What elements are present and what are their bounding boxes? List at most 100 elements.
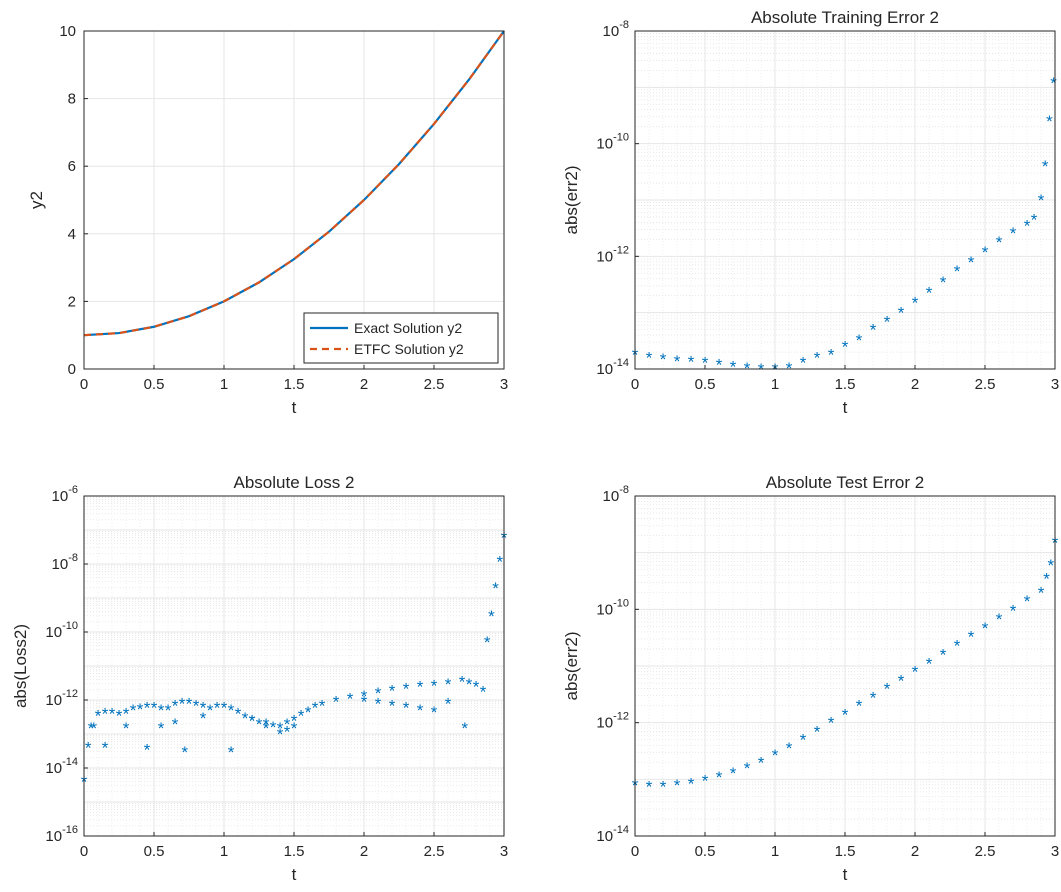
x-tick-label: 2	[360, 376, 368, 393]
data-point: *	[130, 701, 137, 720]
data-point: *	[291, 711, 298, 730]
x-tick-label: 1.5	[835, 376, 856, 393]
data-point: *	[940, 273, 947, 292]
data-point: *	[284, 715, 291, 734]
data-point: *	[347, 690, 354, 709]
data-point: *	[417, 701, 424, 720]
data-point: *	[674, 352, 681, 371]
x-tick-label: 1.5	[284, 843, 305, 860]
data-point: *	[214, 699, 221, 718]
x-tick-label: 2	[360, 843, 368, 860]
data-point: *	[235, 705, 242, 724]
data-point: *	[228, 701, 235, 720]
data-point: *	[158, 719, 165, 738]
data-point: *	[744, 359, 751, 378]
data-point: *	[172, 715, 179, 734]
data-point: *	[814, 722, 821, 741]
data-point: *	[744, 759, 751, 778]
x-tick-label: 3	[1051, 376, 1059, 393]
data-point: *	[870, 321, 877, 340]
data-point: *	[90, 719, 97, 738]
data-point: *	[389, 696, 396, 715]
x-tick-label: 0.5	[695, 376, 716, 393]
x-tick-label: 0.5	[695, 843, 716, 860]
data-point: *	[228, 743, 235, 762]
data-point: *	[172, 696, 179, 715]
data-point: *	[996, 610, 1003, 629]
data-point: *	[1050, 74, 1057, 93]
x-axis-label: t	[843, 398, 848, 417]
data-point: *	[417, 677, 424, 696]
data-point: *	[842, 338, 849, 357]
data-point: *	[473, 677, 480, 696]
data-point: *	[109, 705, 116, 724]
y-tick-label: 10-12	[596, 711, 629, 732]
x-axis-label: t	[292, 865, 297, 884]
data-point: *	[646, 349, 653, 368]
data-point: *	[758, 753, 765, 772]
data-point: *	[298, 707, 305, 726]
y-tick-label: 10-8	[52, 552, 78, 573]
data-point: *	[284, 722, 291, 741]
grid	[634, 496, 1056, 837]
chart-1: 0 0.5 1 1.5 2 2.5 3 0 2 4 6 8 10 t y2 Exact Solution y2…	[27, 23, 508, 417]
data-point: *	[828, 714, 835, 733]
legend-box	[303, 312, 499, 364]
data-point: *	[116, 707, 123, 726]
data-point: *	[459, 673, 466, 692]
data-point: *	[968, 628, 975, 647]
x-tick-label: 2	[911, 843, 919, 860]
chart-title: Absolute Test Error 2	[766, 473, 924, 492]
data-point: *	[375, 684, 382, 703]
x-tick-label: 1	[771, 843, 779, 860]
x-tick-label: 2.5	[975, 376, 996, 393]
data-point: *	[375, 694, 382, 713]
legend: Exact Solution y2 ETFC Solution y2	[303, 312, 499, 364]
data-point: *	[786, 359, 793, 378]
legend-entry: Exact Solution y2	[354, 320, 462, 336]
data-point: *	[674, 776, 681, 795]
data-point: *	[431, 676, 438, 695]
data-point: *	[291, 719, 298, 738]
data-point: *	[200, 709, 207, 728]
data-point: *	[151, 699, 158, 718]
data-point: *	[730, 358, 737, 377]
y-axis-label: abs(err2)	[562, 166, 581, 235]
data-point: *	[884, 312, 891, 331]
data-point: *	[492, 579, 499, 598]
y-tick-label: 10-10	[596, 132, 629, 153]
x-tick-label: 2.5	[424, 376, 445, 393]
x-tick-label: 1	[220, 843, 228, 860]
data-point: *	[144, 741, 151, 760]
data-point: *	[828, 346, 835, 365]
x-tick-label: 0.5	[144, 843, 165, 860]
data-point: *	[772, 746, 779, 765]
data-point: *	[856, 697, 863, 716]
data-point: *	[856, 331, 863, 350]
y-tick-label: 0	[68, 361, 76, 378]
chart-title: Absolute Loss 2	[234, 473, 355, 492]
data-point: *	[305, 703, 312, 722]
y-axis-label: abs(Loss2)	[11, 624, 30, 708]
data-point: *	[88, 719, 95, 738]
data-point: *	[982, 619, 989, 638]
x-tick-label: 0	[80, 843, 88, 860]
y-axis-label: abs(err2)	[562, 632, 581, 701]
data-point: *	[85, 739, 92, 758]
x-axis-label: t	[843, 865, 848, 884]
data-point: *	[277, 719, 284, 738]
data-point: *	[445, 675, 452, 694]
y-axis-label: y2	[27, 191, 46, 209]
data-point: *	[814, 349, 821, 368]
data-point: *	[870, 688, 877, 707]
chart-2: * * * * * * * * * * * * * * * * ** * ***** *** * * *****0 0.5 1 1…	[562, 8, 1059, 417]
data-point: *	[263, 715, 270, 734]
data-point: *	[1043, 570, 1050, 589]
y-tick-label: 10-14	[596, 824, 629, 845]
data-point: *	[898, 304, 905, 323]
y-tick-label: 10	[59, 23, 76, 40]
chart-title: Absolute Training Error 2	[751, 8, 939, 27]
data-point: *	[1047, 556, 1054, 575]
data-point: *	[1046, 112, 1053, 131]
